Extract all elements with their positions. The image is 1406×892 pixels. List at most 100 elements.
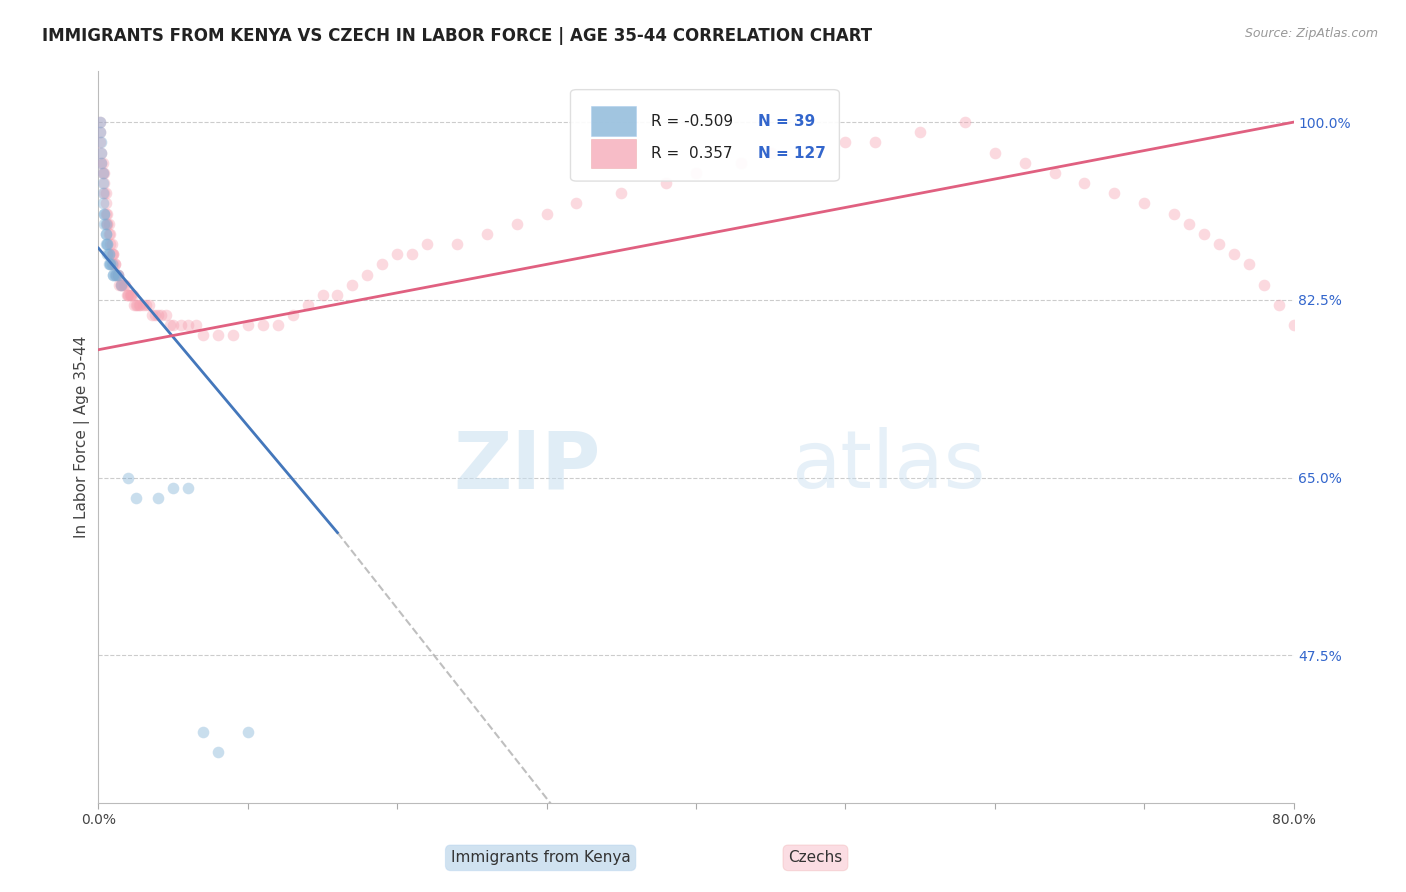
Immigrants from Kenya xyxy=(148,491,170,505)
Immigrants from Kenya xyxy=(98,257,122,271)
Czechs xyxy=(155,308,177,322)
Czechs xyxy=(267,318,290,333)
Czechs xyxy=(120,288,142,302)
Czechs xyxy=(110,277,132,292)
Czechs xyxy=(112,277,135,292)
Czechs xyxy=(1043,166,1066,180)
Immigrants from Kenya xyxy=(107,268,129,282)
Text: N = 127: N = 127 xyxy=(758,146,825,161)
Immigrants from Kenya xyxy=(125,491,148,505)
Czechs xyxy=(252,318,274,333)
Czechs xyxy=(114,277,136,292)
Immigrants from Kenya xyxy=(103,268,125,282)
Czechs xyxy=(98,237,122,252)
Czechs xyxy=(89,115,111,129)
Czechs xyxy=(98,227,122,241)
Czechs xyxy=(141,308,163,322)
Czechs xyxy=(834,136,856,150)
Immigrants from Kenya xyxy=(191,724,214,739)
Czechs xyxy=(118,288,141,302)
Czechs xyxy=(953,115,976,129)
Czechs xyxy=(1298,328,1320,343)
Immigrants from Kenya xyxy=(97,257,120,271)
Czechs xyxy=(159,318,181,333)
Text: ZIP: ZIP xyxy=(453,427,600,506)
Czechs xyxy=(536,206,558,220)
Czechs xyxy=(111,277,134,292)
Immigrants from Kenya xyxy=(91,166,114,180)
Czechs xyxy=(96,217,118,231)
Czechs xyxy=(1192,227,1215,241)
Czechs xyxy=(90,155,112,169)
Czechs xyxy=(97,217,120,231)
Czechs xyxy=(1208,237,1230,252)
Czechs xyxy=(1402,328,1406,343)
Czechs xyxy=(96,217,118,231)
Czechs xyxy=(1253,277,1275,292)
Czechs xyxy=(610,186,633,201)
Czechs xyxy=(1223,247,1246,261)
Czechs xyxy=(150,308,173,322)
Immigrants from Kenya xyxy=(177,481,200,495)
Czechs xyxy=(236,318,259,333)
Immigrants from Kenya xyxy=(94,237,117,252)
Czechs xyxy=(1343,349,1365,363)
Czechs xyxy=(132,298,155,312)
Czechs xyxy=(103,247,125,261)
Text: R =  0.357: R = 0.357 xyxy=(651,146,733,161)
Immigrants from Kenya xyxy=(236,724,259,739)
Czechs xyxy=(506,217,529,231)
Czechs xyxy=(1237,257,1260,271)
Czechs xyxy=(1104,186,1126,201)
Czechs xyxy=(124,298,146,312)
Immigrants from Kenya xyxy=(97,247,120,261)
Immigrants from Kenya xyxy=(117,471,139,485)
Czechs xyxy=(191,328,214,343)
Text: Immigrants from Kenya: Immigrants from Kenya xyxy=(451,850,630,865)
Text: atlas: atlas xyxy=(792,427,986,506)
Czechs xyxy=(1178,217,1201,231)
Czechs xyxy=(1312,338,1334,352)
Czechs xyxy=(565,196,588,211)
Text: IMMIGRANTS FROM KENYA VS CZECH IN LABOR FORCE | AGE 35-44 CORRELATION CHART: IMMIGRANTS FROM KENYA VS CZECH IN LABOR … xyxy=(42,27,872,45)
Czechs xyxy=(1357,338,1379,352)
Czechs xyxy=(107,268,129,282)
Czechs xyxy=(96,206,118,220)
Immigrants from Kenya xyxy=(96,237,118,252)
Czechs xyxy=(1386,328,1406,343)
FancyBboxPatch shape xyxy=(571,90,839,181)
Czechs xyxy=(89,136,111,150)
Text: Source: ZipAtlas.com: Source: ZipAtlas.com xyxy=(1244,27,1378,40)
Czechs xyxy=(121,288,143,302)
Czechs xyxy=(685,166,707,180)
Czechs xyxy=(101,237,124,252)
Immigrants from Kenya xyxy=(97,247,120,261)
Immigrants from Kenya xyxy=(89,115,111,129)
Immigrants from Kenya xyxy=(103,268,125,282)
Czechs xyxy=(94,196,117,211)
Czechs xyxy=(446,237,468,252)
Czechs xyxy=(103,257,125,271)
Immigrants from Kenya xyxy=(101,257,124,271)
Czechs xyxy=(1163,206,1185,220)
Czechs xyxy=(342,277,364,292)
Immigrants from Kenya xyxy=(93,217,115,231)
Immigrants from Kenya xyxy=(162,481,184,495)
Immigrants from Kenya xyxy=(91,186,114,201)
Bar xyxy=(591,139,637,169)
Czechs xyxy=(326,288,349,302)
Czechs xyxy=(1282,318,1305,333)
Czechs xyxy=(759,145,782,160)
Czechs xyxy=(107,268,129,282)
Czechs xyxy=(91,166,114,180)
Czechs xyxy=(356,268,378,282)
Text: R = -0.509: R = -0.509 xyxy=(651,113,733,128)
Czechs xyxy=(120,288,142,302)
Immigrants from Kenya xyxy=(94,227,117,241)
Czechs xyxy=(110,277,132,292)
Czechs xyxy=(177,318,200,333)
Czechs xyxy=(129,298,152,312)
Czechs xyxy=(90,145,112,160)
Czechs xyxy=(297,298,319,312)
Czechs xyxy=(125,298,148,312)
